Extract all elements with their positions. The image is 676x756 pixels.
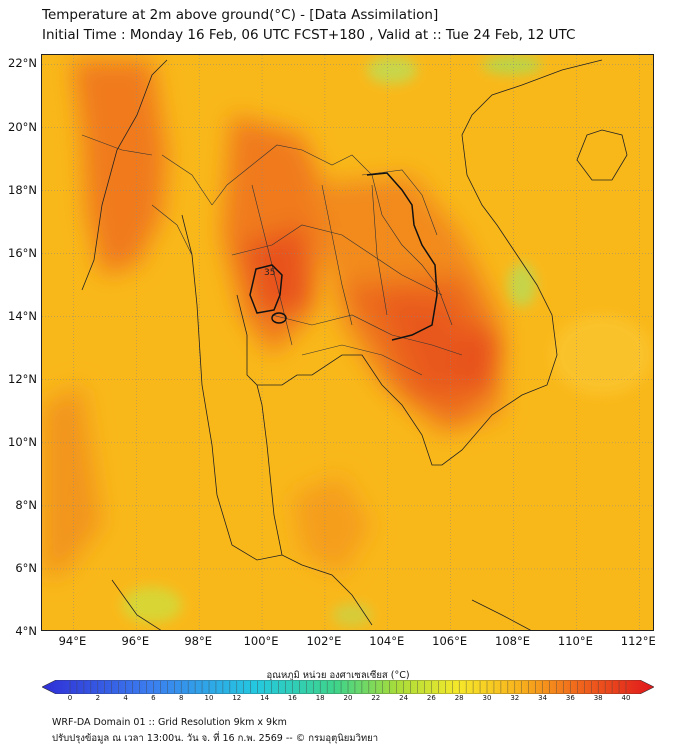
map-subtitle: Initial Time : Monday 16 Feb, 06 UTC FCS… [42, 27, 576, 43]
colorbar-tick-label: 26 [426, 694, 436, 702]
colorbar-tick-label: 6 [151, 694, 156, 702]
colorbar-tick-label: 34 [538, 694, 548, 702]
latitude-label: 16°N [8, 245, 37, 260]
colorbar-tick-label: 2 [95, 694, 101, 702]
map-title: Temperature at 2m above ground(°C) - [Da… [42, 7, 439, 23]
latitude-label: 4°N [15, 624, 37, 638]
longitude-label: 98°E [184, 634, 212, 648]
longitude-label: 94°E [58, 634, 87, 648]
footer-domain-info: WRF-DA Domain 01 :: Grid Resolution 9km … [52, 717, 287, 728]
longitude-label: 112°E [620, 634, 656, 648]
colorbar-tick-label: 22 [371, 694, 381, 702]
latitude-label: 20°N [8, 119, 37, 134]
longitude-label: 110°E [557, 634, 593, 648]
latitude-label: 22°N [8, 56, 37, 71]
longitude-label: 100°E [243, 634, 279, 648]
colorbar-title: อุณหภูมิ หน่วย องศาเซลเซียส (°C) [266, 670, 410, 681]
map-gridlines [42, 55, 653, 630]
colorbar [42, 680, 654, 694]
colorbar-tick-label: 0 [67, 694, 73, 702]
latitude-label: 14°N [8, 308, 37, 323]
colorbar-tick-label: 12 [232, 694, 242, 702]
colorbar-tick-label: 24 [399, 694, 409, 702]
colorbar-tick-lines [69, 681, 627, 693]
colorbar-tick-label: 20 [343, 694, 353, 702]
longitude-label: 106°E [432, 634, 468, 648]
map-canvas: 35 [42, 55, 653, 630]
contour-label: 35 [264, 268, 275, 278]
colorbar-tick-label: 8 [178, 694, 184, 702]
coastlines [81, 59, 628, 630]
footer-update-info: ปรับปรุงข้อมูล ณ เวลา 13:00น. วัน จ. ที่… [52, 733, 379, 744]
colorbar-tick-label: 32 [510, 694, 520, 702]
temperature-map: 35 [41, 54, 654, 631]
longitude-label: 102°E [306, 634, 342, 648]
longitude-label: 96°E [121, 634, 150, 648]
national-border [249, 172, 438, 341]
latitude-label: 10°N [8, 434, 37, 449]
colorbar-tick-label: 16 [287, 694, 297, 702]
latitude-label: 18°N [8, 182, 37, 197]
cool-patches [122, 56, 652, 627]
colorbar-tick-label: 38 [593, 694, 603, 702]
latitude-label: 12°N [8, 371, 37, 386]
latitude-label: 6°N [15, 560, 37, 575]
colorbar-tick-label: 36 [565, 694, 575, 702]
longitude-label: 108°E [495, 634, 531, 648]
temperature-shading [42, 60, 502, 575]
colorbar-tick-label: 10 [204, 694, 214, 702]
colorbar-tick-label: 18 [315, 694, 325, 702]
colorbar-tick-label: 4 [123, 694, 128, 702]
colorbar-tick-label: 14 [260, 694, 270, 702]
colorbar-tick-label: 30 [482, 694, 492, 702]
colorbar-tick-label: 40 [621, 694, 631, 702]
longitude-label: 104°E [369, 634, 405, 648]
province-borders [81, 134, 463, 376]
colorbar-tick-label: 28 [454, 694, 464, 702]
latitude-label: 8°N [15, 497, 37, 512]
